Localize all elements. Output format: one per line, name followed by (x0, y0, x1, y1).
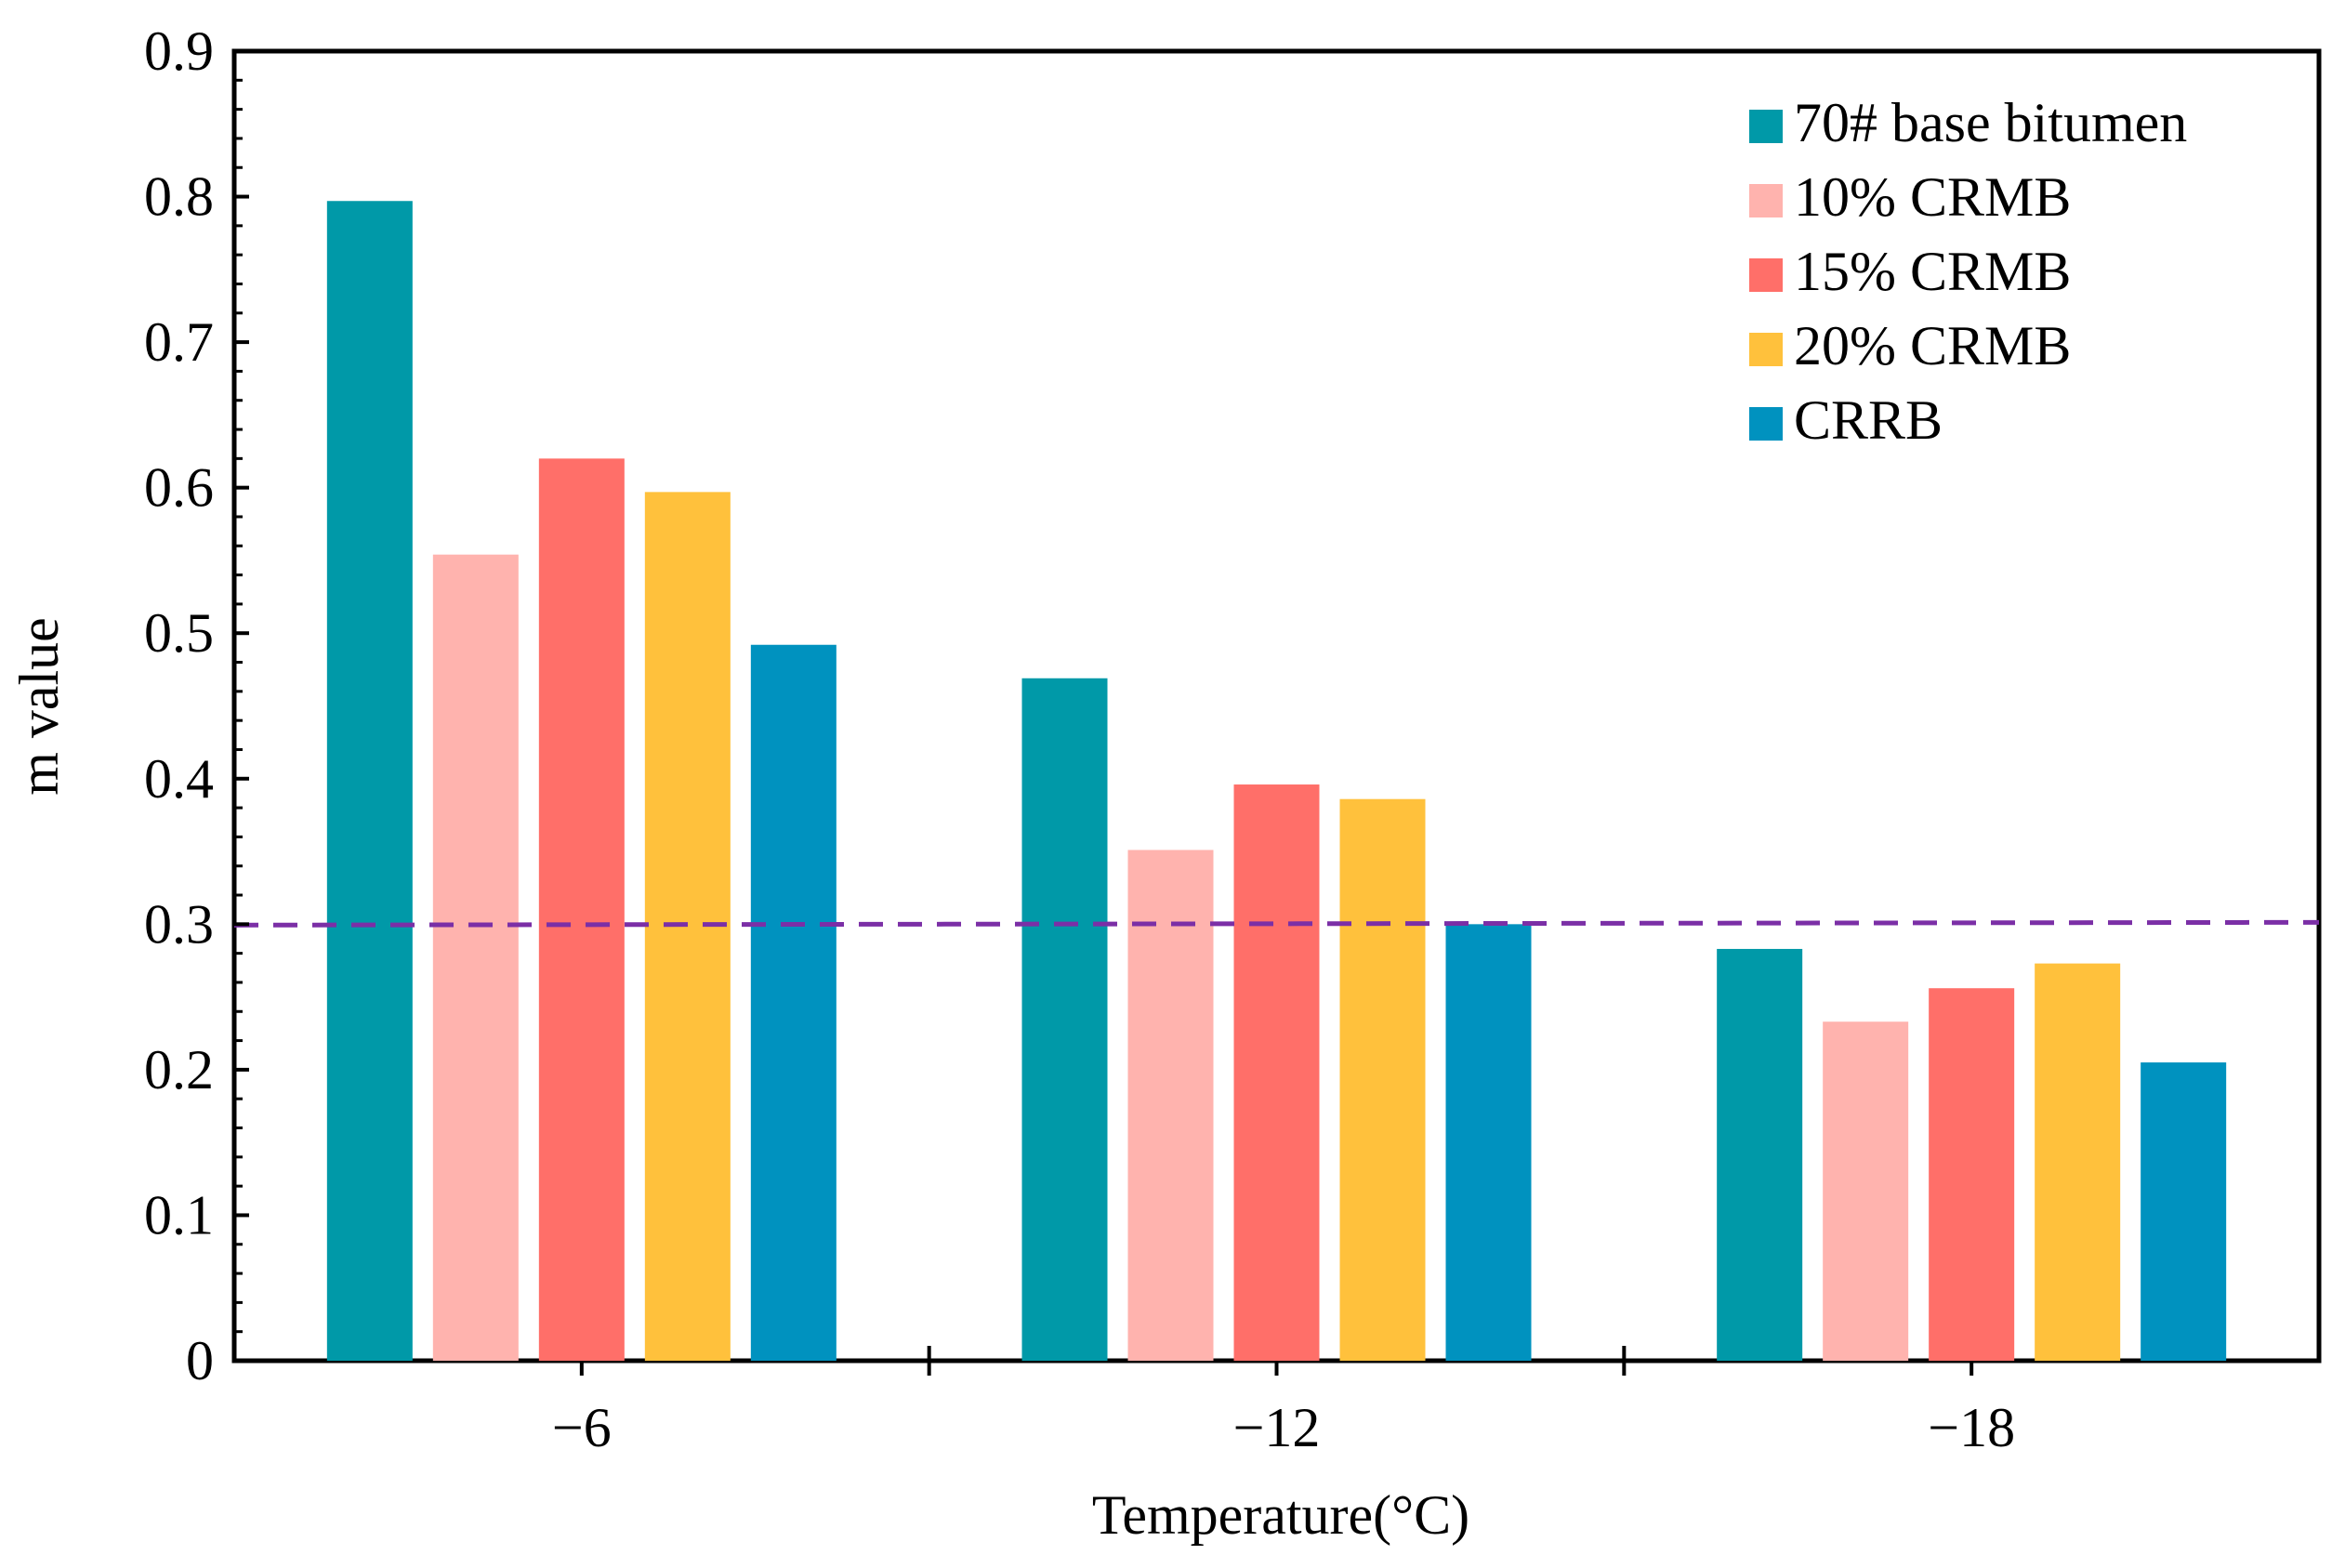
y-tick-label: 0.8 (144, 166, 214, 228)
bars (326, 201, 2227, 1362)
x-axis-label: Temperature(°C) (1092, 1484, 1469, 1546)
y-tick-label: 0 (186, 1330, 214, 1391)
y-tick-label: 0.1 (144, 1184, 214, 1245)
y-tick-label: 0.2 (144, 1039, 214, 1100)
bar (538, 458, 625, 1361)
bar (326, 201, 413, 1362)
bar (2141, 1062, 2227, 1361)
y-tick-label: 0.7 (144, 311, 214, 373)
legend-label: 10% CRMB (1794, 166, 2071, 228)
bar (1929, 988, 2015, 1361)
legend-swatch (1749, 407, 1783, 441)
legend-swatch (1749, 184, 1783, 217)
bar (1823, 1021, 1909, 1361)
bar (1717, 948, 1803, 1361)
bar (1339, 798, 1426, 1361)
legend-label: CRRB (1794, 389, 1943, 451)
bar (432, 554, 519, 1361)
legend-swatch (1749, 110, 1783, 143)
y-axis-ticks: 0 0.1 0.2 0.3 0.4 0.5 0.6 0.7 0.8 0.9 (144, 20, 249, 1391)
y-tick-label: 0.9 (144, 20, 214, 82)
legend-swatch (1749, 333, 1783, 366)
reference-line-layer (233, 919, 2320, 928)
bar (1233, 784, 1320, 1361)
threshold-dashed-line (233, 919, 2320, 928)
x-axis-ticks: −6 −12 −18 (552, 1346, 2015, 1458)
legend-label: 70# base bitumen (1794, 92, 2187, 153)
legend-label: 20% CRMB (1794, 315, 2071, 376)
y-tick-label: 0.6 (144, 457, 214, 519)
legend-swatch (1749, 258, 1783, 292)
legend: 70# base bitumen 10% CRMB 15% CRMB 20% CRMB… (1749, 92, 2187, 451)
bar (1445, 924, 1532, 1361)
y-axis-label: m value (8, 617, 70, 796)
y-tick-label: 0.3 (144, 893, 214, 955)
x-tick-label: −18 (1928, 1397, 2015, 1458)
x-tick-label: −12 (1233, 1397, 1321, 1458)
y-tick-label: 0.5 (144, 602, 214, 664)
bar (750, 644, 837, 1361)
x-tick-label: −6 (552, 1397, 612, 1458)
bar (1127, 850, 1214, 1361)
y-tick-label: 0.4 (144, 748, 214, 810)
legend-label: 15% CRMB (1794, 241, 2071, 302)
bar (1021, 678, 1108, 1361)
bar (2035, 963, 2121, 1361)
